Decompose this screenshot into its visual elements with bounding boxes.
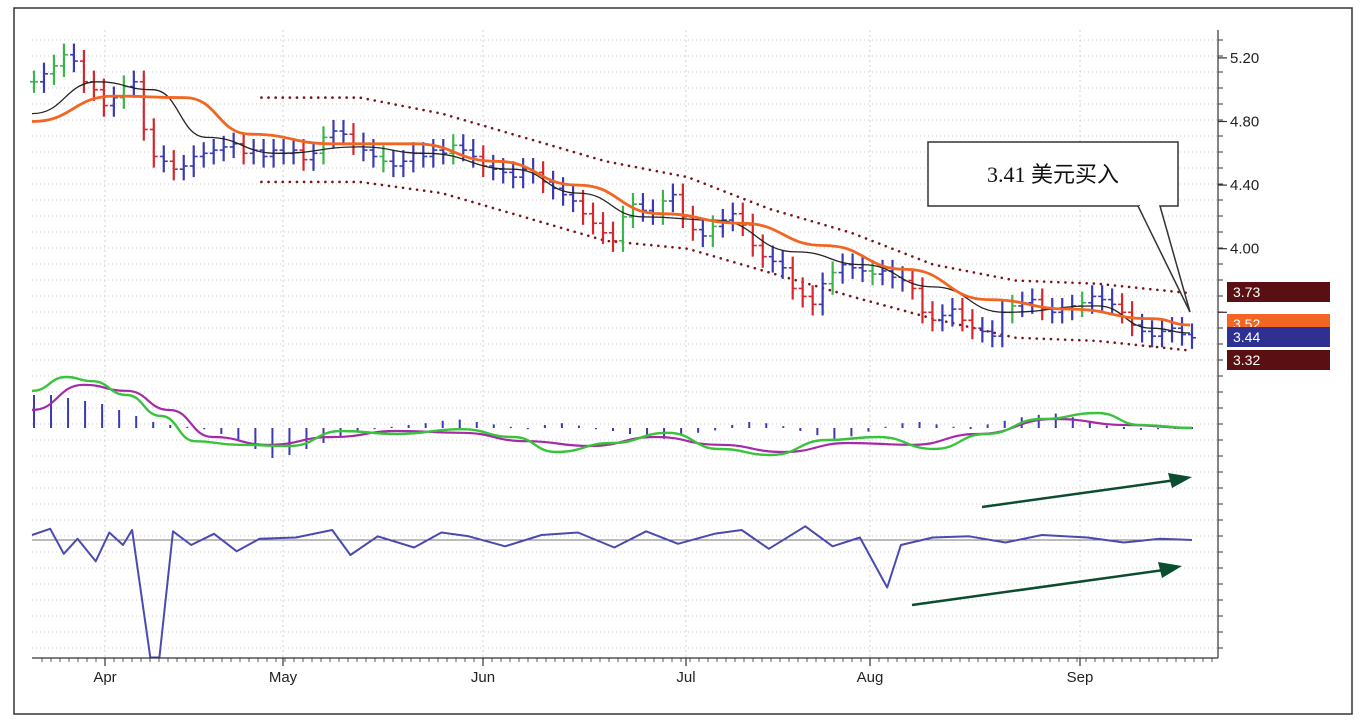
price-badge-label: 3.73: [1233, 284, 1260, 300]
chart-frame: [13, 7, 1353, 715]
trend-arrow-momentum: [911, 568, 1165, 607]
momentum-line: [31, 525, 1193, 659]
annotation-callout: 3.41 美元买入: [927, 141, 1191, 313]
trend-arrow-oscillator-head: [1168, 473, 1192, 488]
histogram-bar: [969, 427, 972, 429]
price-badge: [1227, 327, 1330, 347]
upper-band: [260, 96, 1192, 295]
callout-pointer: [1137, 205, 1191, 313]
y-tick-label: 4.40: [1230, 177, 1259, 194]
grid: [32, 30, 1218, 658]
histogram-bar: [1122, 427, 1125, 429]
x-tick-label: Sep: [1067, 669, 1094, 686]
x-tick-label: Apr: [93, 669, 116, 686]
callout-pointer-mask: [1140, 204, 1159, 208]
x-tick-label: Jul: [676, 669, 695, 686]
price-badge: [1227, 282, 1330, 302]
sma-line: [31, 81, 1191, 334]
annotation-text: 3.41 美元买入: [987, 162, 1119, 187]
oscillator-panel: [31, 375, 1193, 509]
trend-arrow-oscillator: [981, 478, 1177, 509]
x-tick-label: Aug: [857, 669, 884, 686]
price-badge-label: 3.32: [1233, 352, 1260, 368]
trend-arrow-momentum-head: [1158, 562, 1182, 578]
callout-box: [927, 141, 1179, 207]
y-tick-label: 4.00: [1230, 241, 1259, 258]
price-badge-label: 3.44: [1233, 329, 1260, 345]
price-badges: 3.733.603.523.443.32: [1227, 282, 1330, 370]
price-badge: [1227, 304, 1330, 316]
momentum-panel: [31, 525, 1193, 659]
y-tick-label: 5.20: [1230, 50, 1259, 67]
x-tick-label: May: [269, 669, 298, 686]
price-panel: [30, 43, 1196, 352]
price-badge: [1227, 350, 1330, 370]
ema-line: [31, 94, 1191, 327]
lower-band: [260, 180, 1192, 352]
x-tick-label: Jun: [471, 669, 495, 686]
y-tick-label: 4.80: [1230, 114, 1259, 131]
oscillator-fast-line: [31, 375, 1193, 457]
